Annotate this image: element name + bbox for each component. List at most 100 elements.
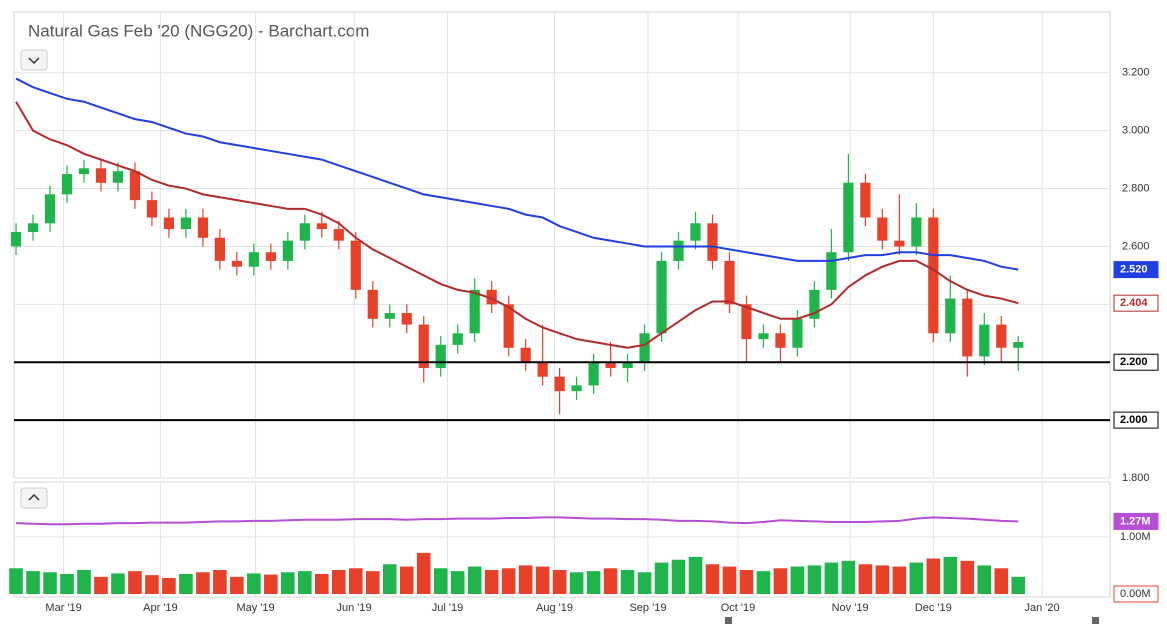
y-tick-label: 1.00M	[1120, 531, 1151, 543]
x-tick-label: Nov '19	[832, 602, 869, 614]
candle-body	[503, 304, 514, 348]
volume-bar	[382, 564, 397, 594]
y-tick-label: 0.00M	[1120, 588, 1151, 600]
candle-body	[877, 217, 888, 241]
volume-bar	[213, 570, 227, 594]
volume-bar	[416, 552, 431, 594]
candle-body	[588, 362, 599, 386]
event-icon[interactable]	[725, 617, 732, 624]
volume-bar	[264, 574, 278, 594]
y-tick-label: 2.800	[1122, 182, 1150, 194]
y-tick-label: 3.000	[1122, 125, 1150, 137]
candle-body	[299, 223, 310, 241]
candle-body	[622, 362, 633, 369]
moving-average-line	[15, 101, 1019, 349]
candle-body	[231, 260, 242, 267]
x-tick-label: Oct '19	[721, 602, 756, 614]
volume-bar	[756, 571, 771, 594]
candle-body	[129, 171, 141, 201]
value-label: 1.27M	[1120, 515, 1151, 527]
volume-bar	[94, 576, 108, 594]
volume-bar	[858, 564, 873, 594]
volume-bar	[162, 578, 176, 594]
x-tick-label: Sep '19	[629, 602, 666, 614]
volume-bar	[128, 571, 142, 594]
candle-body	[758, 333, 769, 340]
candle-body	[792, 318, 803, 348]
candle-body	[10, 231, 22, 247]
volume-bar	[433, 568, 448, 594]
volume-bar	[705, 564, 720, 594]
chart-title: Natural Gas Feb '20 (NGG20) - Barchart.c…	[28, 21, 369, 40]
value-label: 2.000	[1120, 414, 1148, 426]
volume-bar	[586, 571, 601, 594]
value-label: 2.404	[1120, 297, 1148, 309]
volume-bar	[620, 570, 635, 594]
chevron-down[interactable]	[28, 57, 40, 65]
volume-bar	[739, 570, 754, 594]
candle-body	[843, 182, 854, 253]
candle-body	[962, 298, 973, 357]
candle-body	[673, 240, 684, 261]
candle-body	[571, 385, 582, 392]
candle-body	[350, 240, 361, 290]
candle-body	[265, 252, 276, 261]
volume-bar	[552, 570, 567, 594]
volume-bar	[43, 572, 57, 594]
volume-bar	[875, 565, 890, 594]
candle-body	[826, 252, 837, 290]
button-frame[interactable]	[20, 487, 48, 509]
expand-button[interactable]	[20, 487, 48, 509]
volume-panel	[13, 481, 1111, 598]
chevron-up[interactable]	[28, 493, 40, 501]
candle-body	[452, 333, 463, 345]
candle-body	[316, 223, 327, 230]
volume-bar	[535, 566, 550, 594]
candle-body	[537, 362, 548, 377]
volume-bar	[399, 566, 414, 594]
x-tick-label: May '19	[236, 602, 274, 614]
volume-bar	[247, 573, 261, 594]
price-panel	[13, 11, 1111, 479]
volume-bar	[926, 558, 941, 594]
candle-body	[112, 171, 124, 183]
candle-body	[741, 304, 752, 340]
candle-body	[996, 324, 1007, 348]
button-frame[interactable]	[20, 49, 48, 71]
volume-bar	[892, 566, 907, 594]
value-label: 2.200	[1120, 356, 1148, 368]
candle-body	[197, 217, 208, 238]
volume-bar	[824, 562, 839, 594]
volume-bar	[298, 571, 312, 594]
y-tick-label: 3.200	[1122, 67, 1150, 79]
candle-body	[61, 174, 73, 195]
candle-body	[639, 333, 650, 363]
volume-bar	[111, 573, 125, 594]
candle-body	[44, 194, 56, 224]
volume-bar	[518, 565, 533, 594]
candle-body	[214, 237, 225, 261]
volume-bar	[654, 562, 669, 594]
candle-body	[248, 252, 259, 267]
value-label-box	[1113, 411, 1159, 429]
volume-bar	[841, 560, 856, 594]
value-label: 2.520	[1120, 264, 1148, 276]
candle-body	[656, 260, 667, 334]
y-tick-label: 1.800	[1122, 472, 1150, 484]
candle-body	[163, 217, 175, 230]
volume-bar	[603, 568, 618, 594]
candle-body	[486, 289, 497, 305]
candle-body	[282, 240, 293, 261]
candle-body	[707, 223, 718, 261]
volume-bar	[315, 574, 329, 594]
x-tick-label: Aug '19	[536, 602, 573, 614]
x-tick-label: Mar '19	[45, 602, 81, 614]
candle-body	[469, 289, 480, 334]
volume-bar	[77, 570, 91, 594]
collapse-button[interactable]	[20, 49, 48, 71]
event-icon[interactable]	[1092, 617, 1099, 624]
candle-body	[724, 260, 735, 305]
candle-body	[401, 313, 412, 325]
candle-body	[384, 313, 395, 319]
